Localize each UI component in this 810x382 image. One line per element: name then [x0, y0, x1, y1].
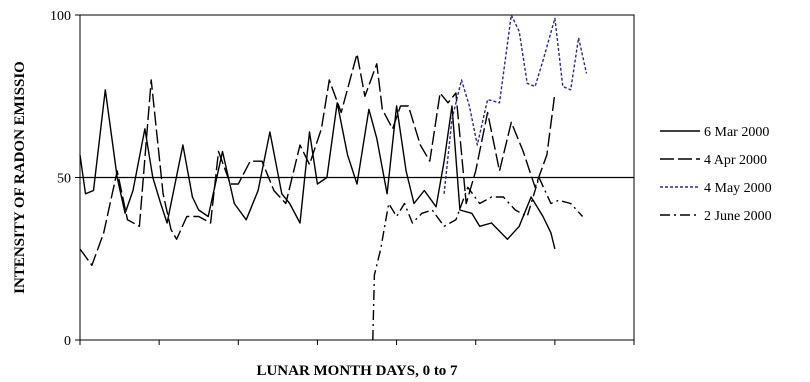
legend-label: 4 May 2000: [704, 181, 772, 196]
series-line-4: [372, 176, 584, 341]
series-line-2: [79, 53, 556, 266]
legend-item: 2 June 2000: [660, 209, 772, 224]
x-axis-title: LUNAR MONTH DAYS, 0 to 7: [256, 363, 458, 379]
legend-item: 4 Apr 2000: [660, 153, 767, 168]
series-line-3: [443, 14, 588, 194]
series-layer: [79, 14, 588, 341]
legend-item: 4 May 2000: [660, 181, 772, 196]
legend-label: 2 June 2000: [704, 209, 772, 224]
y-tick-label: 0: [64, 334, 71, 349]
y-axis-title: INTENSITY OF RADON EMISSIO: [12, 61, 28, 294]
legend-label: 4 Apr 2000: [704, 153, 767, 168]
y-tick-label: 100: [50, 9, 71, 24]
legend: 6 Mar 2000 4 Apr 2000 4 May 2000 2 June 200…: [660, 125, 772, 224]
legend-label: 6 Mar 2000: [704, 125, 769, 140]
x-axis-ticks: [79, 340, 635, 345]
y-tick-label: 50: [57, 172, 71, 187]
y-axis-ticks: 0 50 100: [50, 9, 80, 349]
legend-item: 6 Mar 2000: [660, 125, 769, 140]
series-line-1: [79, 89, 556, 250]
